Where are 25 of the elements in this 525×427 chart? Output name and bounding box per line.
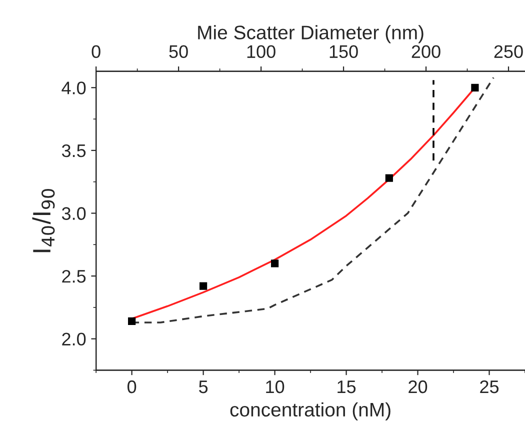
point xyxy=(471,84,479,92)
x2-tick-label: 50 xyxy=(169,45,188,58)
y-tick-label: 2.5 xyxy=(62,270,86,283)
x-tick-label: 20 xyxy=(408,380,428,394)
point xyxy=(385,174,393,182)
y-tick-label: 3.0 xyxy=(62,207,86,220)
x-tick-label: 5 xyxy=(199,380,208,394)
x-tick-label: 10 xyxy=(266,380,284,394)
y-tick-label: 4.0 xyxy=(62,82,86,94)
x2-tick-label: 100 xyxy=(247,45,276,58)
point xyxy=(200,282,208,290)
x2-tick-label: 0 xyxy=(92,45,100,58)
x-tick-label: 0 xyxy=(128,380,136,394)
x-tick-label: 15 xyxy=(338,380,356,394)
y-tick-label: 3.5 xyxy=(62,144,86,158)
x2-tick-label: 250 xyxy=(494,45,523,58)
x2-axis-title: Mie Scatter Diameter (nm) xyxy=(198,25,424,44)
point xyxy=(270,260,279,268)
point xyxy=(128,317,136,326)
x-tick-label: 25 xyxy=(480,380,499,394)
x2-tick-label: 200 xyxy=(412,45,440,58)
y-tick-label: 2.0 xyxy=(62,332,86,346)
y-axis-title: I$_{40}$/I$_{90}$ xyxy=(32,189,55,252)
x2-tick-label: 150 xyxy=(330,45,358,58)
x-axis-title: concentration (nM) xyxy=(230,402,390,420)
